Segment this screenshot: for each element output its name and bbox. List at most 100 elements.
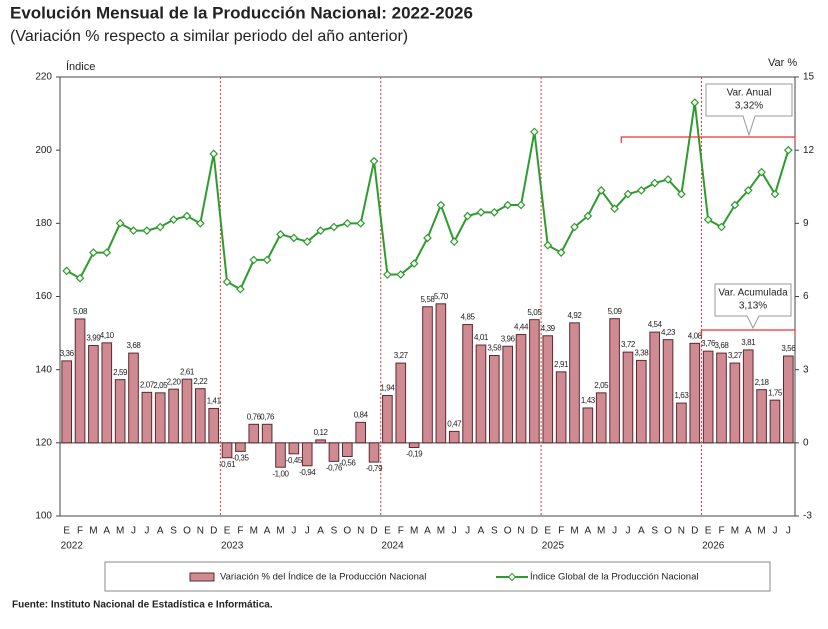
bar xyxy=(154,392,166,444)
y-tick-label: 180 xyxy=(35,218,52,229)
annotation-title: Var. Acumulada xyxy=(718,288,788,299)
bar xyxy=(235,442,246,452)
x-tick-label: A xyxy=(638,526,645,537)
x-tick-label: J xyxy=(291,526,296,537)
x-tick-label: O xyxy=(183,526,191,537)
bar xyxy=(261,423,273,444)
legend-label: Variación % del Índice de la Producción … xyxy=(220,572,426,583)
value-label: 2,18 xyxy=(755,378,770,387)
value-label: -0,19 xyxy=(406,450,423,459)
value-label: 5,05 xyxy=(527,308,542,317)
value-label: -0,76 xyxy=(326,463,343,472)
value-label: 4,10 xyxy=(100,331,115,340)
x-tick-label: M xyxy=(89,526,97,537)
value-label: 3,96 xyxy=(501,334,516,343)
line-marker xyxy=(236,284,245,294)
year-label: 2026 xyxy=(702,541,725,552)
bar xyxy=(582,407,594,444)
value-label: 0,12 xyxy=(314,428,329,437)
line-marker xyxy=(115,218,125,228)
x-tick-label: D xyxy=(531,526,538,537)
y-tick-label: 100 xyxy=(35,511,52,522)
x-tick-label: N xyxy=(357,526,364,537)
y2-tick-label: 3 xyxy=(803,364,809,375)
x-tick-label: F xyxy=(237,526,243,537)
bar xyxy=(74,318,86,444)
y-tick-label: 120 xyxy=(35,437,52,448)
line-marker xyxy=(449,237,459,246)
bar xyxy=(475,344,487,444)
line-marker xyxy=(703,215,713,225)
value-label: 5,58 xyxy=(421,295,436,304)
bar xyxy=(88,345,99,444)
line-marker xyxy=(396,270,406,279)
line-marker xyxy=(276,229,285,239)
x-tick-label: J xyxy=(625,526,630,537)
x-tick-label: J xyxy=(465,526,470,537)
bar xyxy=(662,339,674,444)
source: Fuente: Instituto Nacional de Estadístic… xyxy=(12,600,273,611)
x-tick-label: J xyxy=(144,526,149,537)
line-marker xyxy=(516,200,526,210)
annotation-bracket xyxy=(620,136,796,143)
chart-subtitle: (Variación % respecto a similar periodo … xyxy=(10,28,408,45)
line-marker xyxy=(530,127,539,137)
x-tick-label: J xyxy=(772,526,777,537)
line-marker xyxy=(409,259,419,268)
bar xyxy=(555,371,567,444)
x-tick-label: J xyxy=(131,526,136,537)
bar xyxy=(769,399,781,444)
x-tick-label: E xyxy=(224,526,231,537)
x-tick-label: M xyxy=(116,526,124,537)
value-label: 1,75 xyxy=(768,388,783,397)
year-label: 2022 xyxy=(61,541,84,552)
annotation-value: 3,13% xyxy=(739,301,767,312)
x-tick-label: F xyxy=(398,526,404,537)
line-marker xyxy=(383,270,392,279)
bar xyxy=(569,322,580,444)
value-label: 3,56 xyxy=(781,344,796,353)
value-label: 3,58 xyxy=(487,344,502,353)
bar xyxy=(422,306,433,444)
line-marker xyxy=(369,156,379,166)
bar xyxy=(221,442,233,459)
value-label: 4,54 xyxy=(648,320,663,329)
bar xyxy=(742,349,754,444)
line-marker xyxy=(222,277,232,287)
line-marker xyxy=(503,200,513,210)
value-label: -0,79 xyxy=(366,464,383,473)
value-label: -0,61 xyxy=(219,460,236,469)
line-marker xyxy=(583,211,593,221)
line-marker xyxy=(743,186,753,195)
bar xyxy=(515,334,527,444)
x-tick-label: M xyxy=(437,526,445,537)
year-label: 2025 xyxy=(542,541,565,552)
bar xyxy=(529,319,540,444)
line-marker xyxy=(142,226,152,235)
x-tick-label: A xyxy=(745,526,752,537)
line-marker xyxy=(596,186,606,195)
value-label: 0,84 xyxy=(354,410,369,419)
bar xyxy=(288,442,300,455)
value-label: 4,44 xyxy=(514,323,529,332)
y2-tick-label: -3 xyxy=(803,511,812,522)
x-tick-label: J xyxy=(452,526,457,537)
y2-tick-label: 6 xyxy=(803,291,809,302)
x-tick-label: S xyxy=(170,526,177,537)
line-marker xyxy=(489,208,499,217)
y-tick-label: 160 xyxy=(35,291,52,302)
bar xyxy=(275,442,286,468)
year-label: 2023 xyxy=(221,541,244,552)
x-tick-label: O xyxy=(504,526,512,537)
bar xyxy=(61,360,72,444)
bar xyxy=(195,388,206,444)
x-tick-label: M xyxy=(410,526,418,537)
bar xyxy=(301,442,313,467)
x-tick-label: M xyxy=(597,526,605,537)
value-label: 0,76 xyxy=(247,412,262,421)
bar xyxy=(128,352,139,444)
bar xyxy=(716,352,727,444)
value-label: -0,94 xyxy=(299,468,316,477)
line-marker xyxy=(650,178,660,188)
